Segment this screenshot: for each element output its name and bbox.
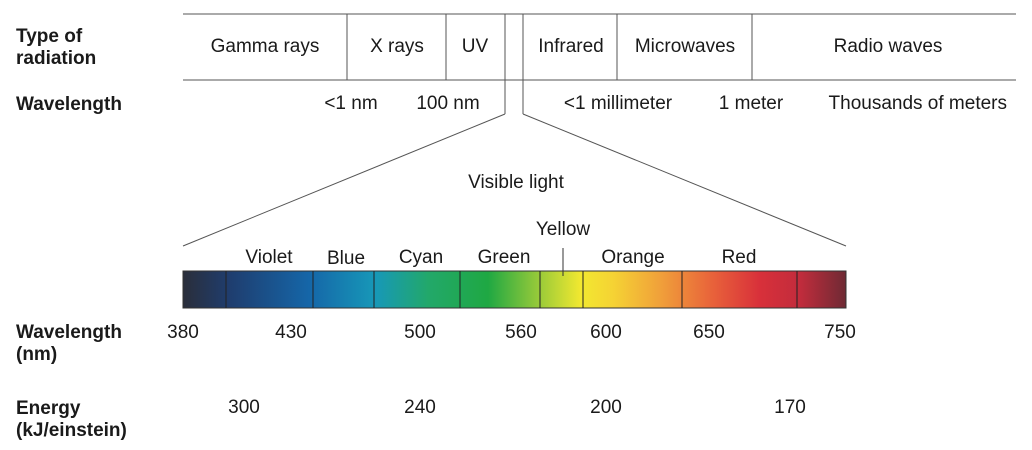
row-label-wavelength-nm: Wavelength (nm) [16, 322, 122, 365]
energy-tick-170: 170 [774, 397, 806, 418]
radiation-xrays: X rays [370, 36, 424, 57]
radiation-uv: UV [461, 36, 489, 57]
row-label-type-of-radiation: Type of radiation [16, 26, 97, 69]
row-label-energy: Energy (kJ/einstein) [16, 398, 127, 441]
energy-tick-200: 200 [590, 397, 622, 418]
radiation-table-lines [183, 13, 1016, 81]
band-red: Red [721, 247, 757, 268]
band-blue: Blue [326, 248, 366, 269]
radiation-gamma: Gamma rays [210, 36, 320, 57]
nm-tick-560: 560 [505, 322, 537, 343]
spectrum-bar [182, 270, 847, 309]
nm-tick-430: 430 [275, 322, 307, 343]
nm-tick-380: 380 [167, 322, 199, 343]
band-green: Green [477, 247, 531, 268]
visible-light-label: Visible light [468, 172, 564, 193]
band-cyan: Cyan [398, 247, 444, 268]
visible-expansion-lines [182, 80, 847, 247]
nm-tick-750: 750 [824, 322, 856, 343]
energy-tick-300: 300 [228, 397, 260, 418]
radiation-radio: Radio waves [833, 36, 943, 57]
band-yellow: Yellow [535, 219, 591, 240]
nm-tick-500: 500 [404, 322, 436, 343]
spectrum-dividers [225, 271, 798, 308]
band-orange: Orange [601, 247, 665, 268]
wavelength-100nm: 100 nm [416, 93, 480, 114]
row-label-wavelength: Wavelength [16, 94, 122, 115]
wavelength-thousands: Thousands of meters [828, 93, 1007, 114]
nm-tick-650: 650 [693, 322, 725, 343]
nm-tick-600: 600 [590, 322, 622, 343]
energy-tick-240: 240 [404, 397, 436, 418]
radiation-infrared: Infrared [538, 36, 604, 57]
wavelength-1m: 1 meter [718, 93, 784, 114]
radiation-microwaves: Microwaves [634, 36, 736, 57]
band-violet: Violet [245, 247, 293, 268]
wavelength-lt1mm: <1 millimeter [563, 93, 673, 114]
wavelength-lt1nm: <1 nm [324, 93, 378, 114]
